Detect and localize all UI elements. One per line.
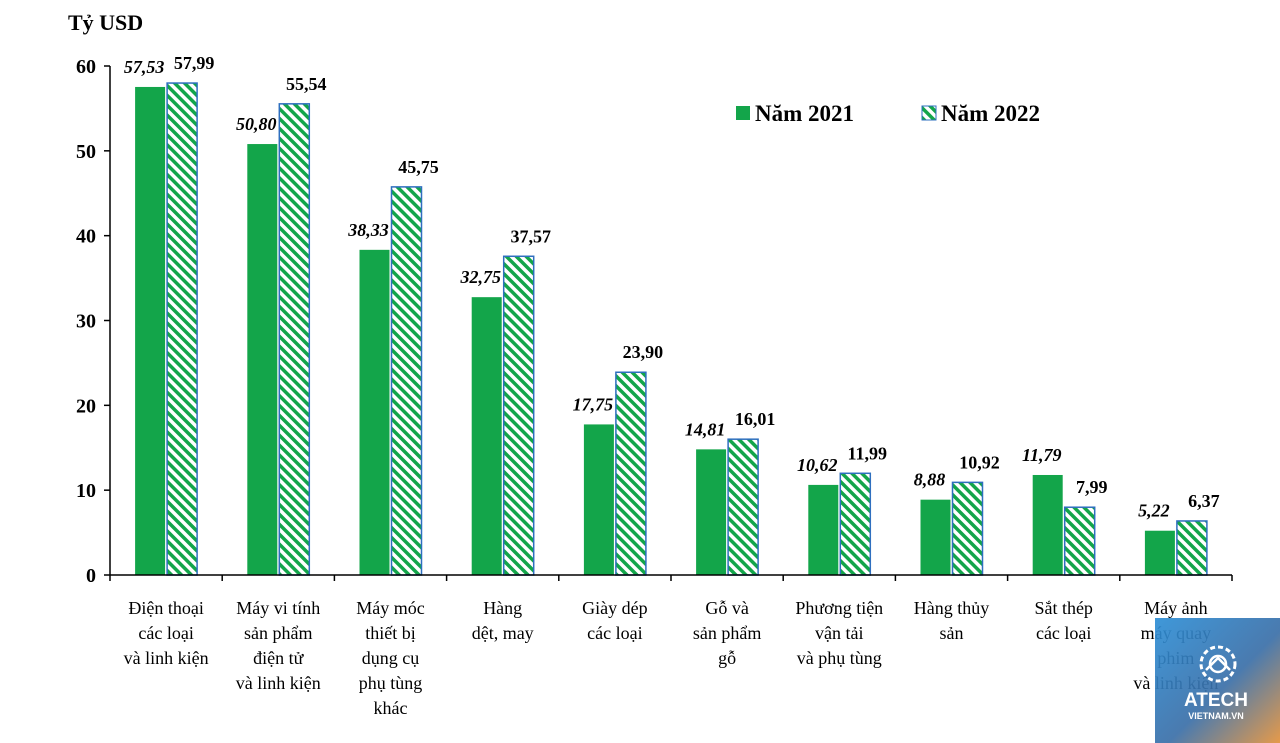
bar-2022 <box>390 186 423 576</box>
category-label: Máy vi tính <box>236 598 320 618</box>
category-label: điện tử <box>253 648 304 668</box>
data-label-2021: 17,75 <box>573 394 614 414</box>
data-label-2021: 8,88 <box>914 470 946 490</box>
watermark-logo: ATECH VIETNAM.VN <box>1155 618 1280 743</box>
category-label: và phụ tùng <box>797 648 882 668</box>
y-tick-label: 0 <box>86 565 96 587</box>
legend: Năm 2021 Năm 2022 <box>736 101 1040 126</box>
category-label: Hàng <box>483 598 522 618</box>
category-label: và linh kiện <box>236 673 321 693</box>
category-label: Máy ảnh <box>1144 598 1207 618</box>
category-label: Sắt thép <box>1034 598 1093 618</box>
bar-2022 <box>839 472 872 576</box>
data-label-2022: 10,92 <box>959 452 1000 472</box>
category-label: sản phẩm <box>693 623 761 643</box>
data-label-2021: 5,22 <box>1138 501 1170 521</box>
bar-2022 <box>166 82 198 576</box>
bar-2021 <box>247 144 278 575</box>
category-label: Điện thoại <box>128 598 203 618</box>
data-label-2021: 32,75 <box>459 267 501 287</box>
category-label: Máy móc <box>356 598 424 618</box>
category-label: và linh kiện <box>124 648 209 668</box>
watermark-sub: VIETNAM.VN <box>1188 711 1244 721</box>
category-label: dệt, may <box>472 623 534 643</box>
category-label: sản <box>940 623 964 643</box>
watermark-name: ATECH <box>1184 690 1248 711</box>
data-label-2022: 55,54 <box>286 74 327 94</box>
bar-2021 <box>135 86 166 576</box>
bar-2021 <box>359 249 390 575</box>
category-label: dụng cụ <box>362 648 420 668</box>
data-label-2021: 11,79 <box>1022 445 1062 465</box>
y-tick-label: 40 <box>76 226 96 248</box>
data-label-2021: 50,80 <box>236 114 277 134</box>
data-label-2021: 57,53 <box>124 57 165 77</box>
category-label: Giày dép <box>582 598 647 618</box>
data-label-2021: 38,33 <box>347 220 389 240</box>
bar-2021 <box>696 449 727 575</box>
category-label: sản phẩm <box>244 623 312 643</box>
bar-2021 <box>808 484 839 575</box>
bar-2021 <box>1144 530 1175 575</box>
category-label: vận tải <box>815 623 863 643</box>
bar-2021 <box>471 297 502 575</box>
data-label-2022: 45,75 <box>398 157 439 177</box>
legend-swatch-2021 <box>736 106 750 120</box>
bar-2022 <box>951 481 984 576</box>
data-label-2022: 23,90 <box>623 342 664 362</box>
data-label-2022: 6,37 <box>1188 491 1220 511</box>
bar-2021 <box>1032 474 1063 575</box>
legend-swatch-2022 <box>921 105 937 121</box>
gear-icon <box>1199 645 1237 683</box>
data-label-2022: 11,99 <box>848 443 888 463</box>
category-label: Gỗ và <box>705 598 749 618</box>
legend-label-2021: Năm 2021 <box>755 101 854 126</box>
category-label: khác <box>374 698 408 718</box>
y-tick-label: 10 <box>76 480 96 502</box>
data-label-2022: 57,99 <box>174 53 215 73</box>
y-tick-label: 20 <box>76 395 96 417</box>
category-label: phụ tùng <box>359 673 423 693</box>
data-label-2022: 16,01 <box>735 409 776 429</box>
y-tick-label: 50 <box>76 141 96 163</box>
bar-2021 <box>920 499 951 575</box>
bar-2022 <box>1063 506 1096 576</box>
data-label-2022: 37,57 <box>510 226 551 246</box>
bar-2021 <box>583 424 614 575</box>
data-label-2021: 14,81 <box>685 419 726 439</box>
bar-2022 <box>1176 520 1208 576</box>
category-label: các loại <box>1036 623 1091 643</box>
category-label: các loại <box>587 623 642 643</box>
y-axis-unit: Tỷ USD <box>68 10 143 35</box>
bar-2022 <box>278 103 311 576</box>
category-label: Hàng thủy <box>914 598 990 618</box>
legend-label-2022: Năm 2022 <box>941 101 1040 126</box>
bar-2022 <box>502 255 535 576</box>
category-label: các loại <box>138 623 193 643</box>
y-tick-label: 60 <box>76 56 96 78</box>
data-label-2021: 10,62 <box>797 455 838 475</box>
category-label: Phương tiện <box>795 598 883 618</box>
category-label: thiết bị <box>365 623 416 643</box>
bar-2022 <box>727 438 759 576</box>
category-label: gỗ <box>718 648 736 668</box>
data-label-2022: 7,99 <box>1076 477 1108 497</box>
bar-2022 <box>615 371 647 576</box>
y-tick-label: 30 <box>76 311 96 333</box>
